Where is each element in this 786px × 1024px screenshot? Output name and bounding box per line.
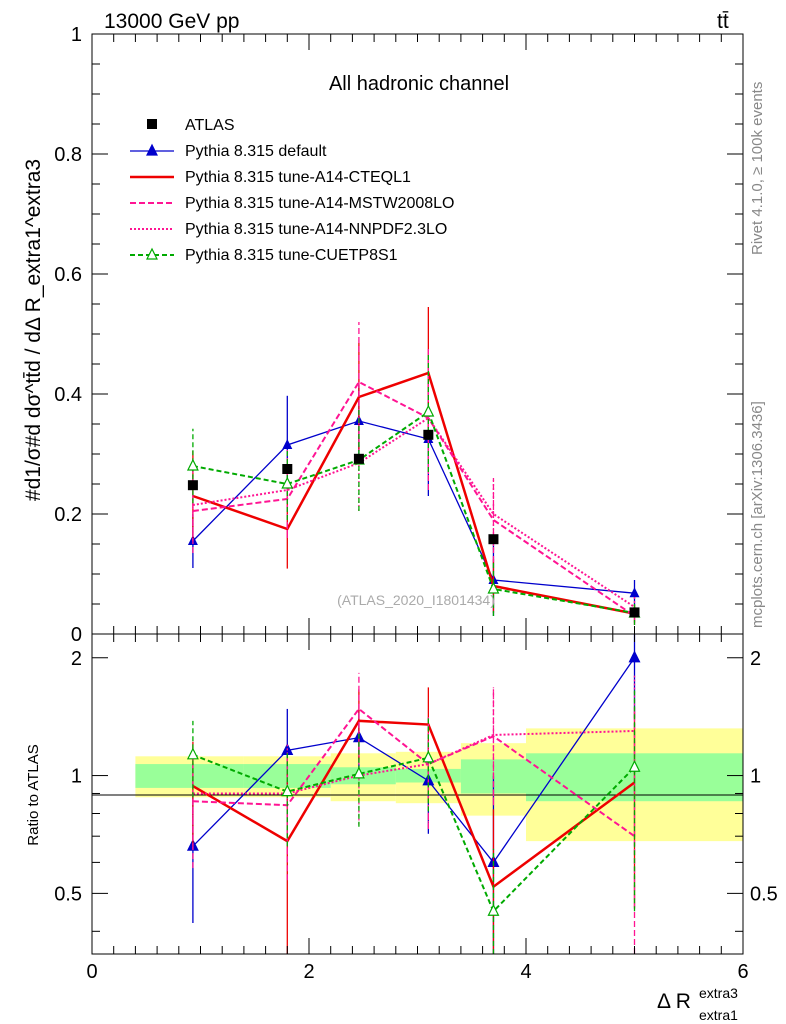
- series-point-4: [186, 458, 199, 471]
- y-tick-label-main: 0: [71, 624, 82, 646]
- series-line-4: [192, 410, 635, 614]
- energy-label: 13000 GeV pp: [104, 10, 239, 33]
- x-tick-label: 0: [86, 961, 97, 983]
- ratio-point-0: [628, 650, 641, 663]
- y-tick-label-main: 0.6: [54, 264, 82, 286]
- ratio-line-1: [192, 719, 636, 889]
- x-axis-label-main: Δ R: [657, 990, 691, 1013]
- series-point-0: [629, 587, 640, 598]
- x-tick-label: 6: [737, 961, 748, 983]
- legend: ATLAS Pythia 8.315 default Pythia 8.315 tu…: [130, 117, 454, 264]
- y-tick-label-main: 0.4: [54, 384, 82, 406]
- ratio-point-4: [628, 759, 641, 772]
- ratio-point-4: [186, 747, 199, 760]
- x-axis-label-sup: extra3: [699, 985, 738, 1001]
- data-point: [629, 607, 640, 618]
- y-axis-label-ratio-text: Ratio to ATLAS: [25, 744, 42, 845]
- x-axis-label-sub: extra1: [699, 1007, 738, 1023]
- x-axis-label: Δ R extra3 extra1: [657, 985, 738, 1023]
- process-label: tt̄: [717, 10, 729, 33]
- chart-title: All hadronic channel: [329, 73, 509, 95]
- ratio-line-3: [192, 729, 635, 795]
- series-line-0: [192, 420, 635, 594]
- ratio-point-4: [281, 784, 294, 797]
- y-axis-label-main-text: #d1/σ#d dσ^tt̄d / dΔ R_extra1^extra3: [22, 159, 45, 501]
- legend-label-1: Pythia 8.315 tune-A14-CTEQL1: [185, 169, 411, 186]
- y-tick-label-ratio-right: 2: [750, 648, 761, 670]
- ratio-point-4: [422, 750, 435, 763]
- y-tick-label-ratio: 0.5: [54, 883, 82, 905]
- data-point: [423, 429, 434, 440]
- legend-label-3: Pythia 8.315 tune-A14-NNPDF2.3LO: [185, 221, 447, 238]
- side-note-bottom: mcplots.cern.ch [arXiv:1306.3436]: [749, 401, 766, 628]
- ratio-line-0: [192, 657, 636, 864]
- ratio-line-4: [192, 753, 636, 914]
- x-tick-label: 2: [303, 961, 314, 983]
- legend-label-data: ATLAS: [185, 117, 235, 134]
- legend-marker-0: [146, 143, 158, 156]
- y-tick-label-ratio: 2: [71, 648, 82, 670]
- series-point-4: [422, 404, 435, 417]
- legend-marker-4: [146, 247, 158, 260]
- y-axis-label-ratio: Ratio to ATLAS: [25, 744, 42, 845]
- y-tick-label-main: 0.2: [54, 504, 82, 526]
- data-point: [187, 480, 198, 491]
- data-point: [488, 534, 499, 545]
- side-note-top: Rivet 4.1.0, ≥ 100k events: [749, 82, 766, 255]
- y-tick-label-main: 1: [71, 24, 82, 46]
- ratio-point-4: [487, 903, 500, 916]
- series-line-1: [192, 371, 635, 615]
- legend-marker-data: [147, 119, 157, 129]
- series-point-0: [282, 439, 293, 449]
- series-line-2: [192, 380, 636, 617]
- analysis-label: (ATLAS_2020_I1801434): [337, 592, 495, 608]
- ratio-panel: 0 2 4 6 0.5 0.5 1 1 2 2: [54, 633, 778, 983]
- legend-label-0: Pythia 8.315 default: [185, 143, 327, 160]
- legend-label-4: Pythia 8.315 tune-CUETP8S1: [185, 247, 398, 264]
- legend-label-2: Pythia 8.315 tune-A14-MSTW2008LO: [185, 195, 454, 212]
- series-point-4: [487, 581, 500, 594]
- series-line-3: [192, 416, 636, 608]
- y-axis-label-main: #d1/σ#d dσ^tt̄d / dΔ R_extra1^extra3: [22, 159, 45, 501]
- series-point-4: [281, 476, 294, 489]
- y-tick-label-ratio-right: 0.5: [750, 883, 778, 905]
- y-tick-label-ratio: 1: [71, 766, 82, 788]
- main-panel: 0 0.2 0.4 0.6 0.8 1 All hadronic channel (ATL…: [54, 24, 744, 646]
- data-point: [282, 464, 293, 474]
- y-tick-label-ratio-right: 1: [750, 766, 761, 788]
- x-tick-label: 4: [520, 961, 531, 983]
- ratio-band-stat: [135, 764, 244, 788]
- ratio-point-4: [352, 766, 365, 779]
- data-point: [353, 453, 364, 464]
- y-tick-label-main: 0.8: [54, 144, 82, 166]
